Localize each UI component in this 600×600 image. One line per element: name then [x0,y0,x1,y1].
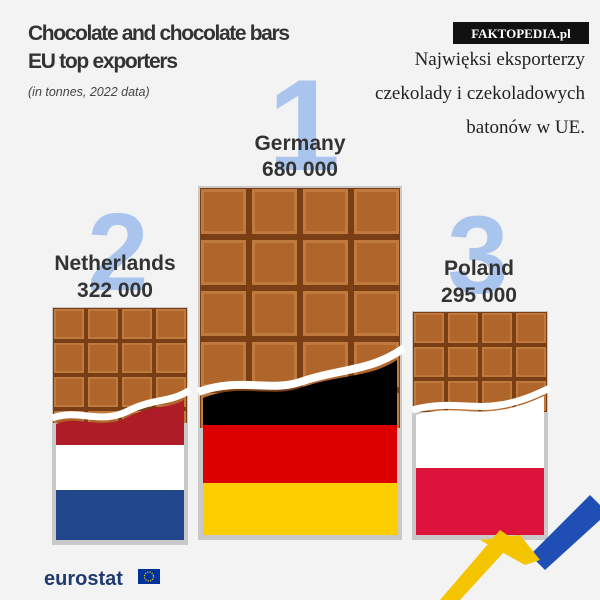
bar-netherlands [50,307,192,545]
value: 322 000 [77,279,153,302]
rank: 2 [87,191,148,314]
logo: eurostat [44,568,123,590]
caption-line: Najwięksi eksporterzy [415,49,586,70]
stripe [530,495,600,570]
country: Germany [254,132,345,155]
country: Poland [444,257,514,280]
country: Netherlands [54,252,175,275]
stripe [480,535,540,565]
badge: FAKTOPEDIA.pl [471,26,571,41]
labels: Germany 680 000 Netherlands 322 000 Pola… [54,132,517,307]
title: Chocolate and chocolate bars [28,22,290,45]
caption-line: czekolady i czekoladowych [375,83,585,104]
eu-flag [138,569,160,584]
bar-poland [411,311,552,540]
caption: Najwięksi eksporterzy czekolady i czekol… [375,49,585,138]
rank: 1 [268,52,340,198]
subtitle: (in tonnes, 2022 data) [28,85,150,99]
rank: 3 [447,194,508,317]
eu-stars [143,571,155,582]
bar-germany [196,186,407,540]
rank-numbers: 1 2 3 [87,52,508,317]
caption-line: batonów w UE. [466,117,585,138]
badge-bg [453,22,589,44]
value: 680 000 [262,158,338,181]
title: EU top exporters [28,50,178,73]
value: 295 000 [441,284,517,307]
